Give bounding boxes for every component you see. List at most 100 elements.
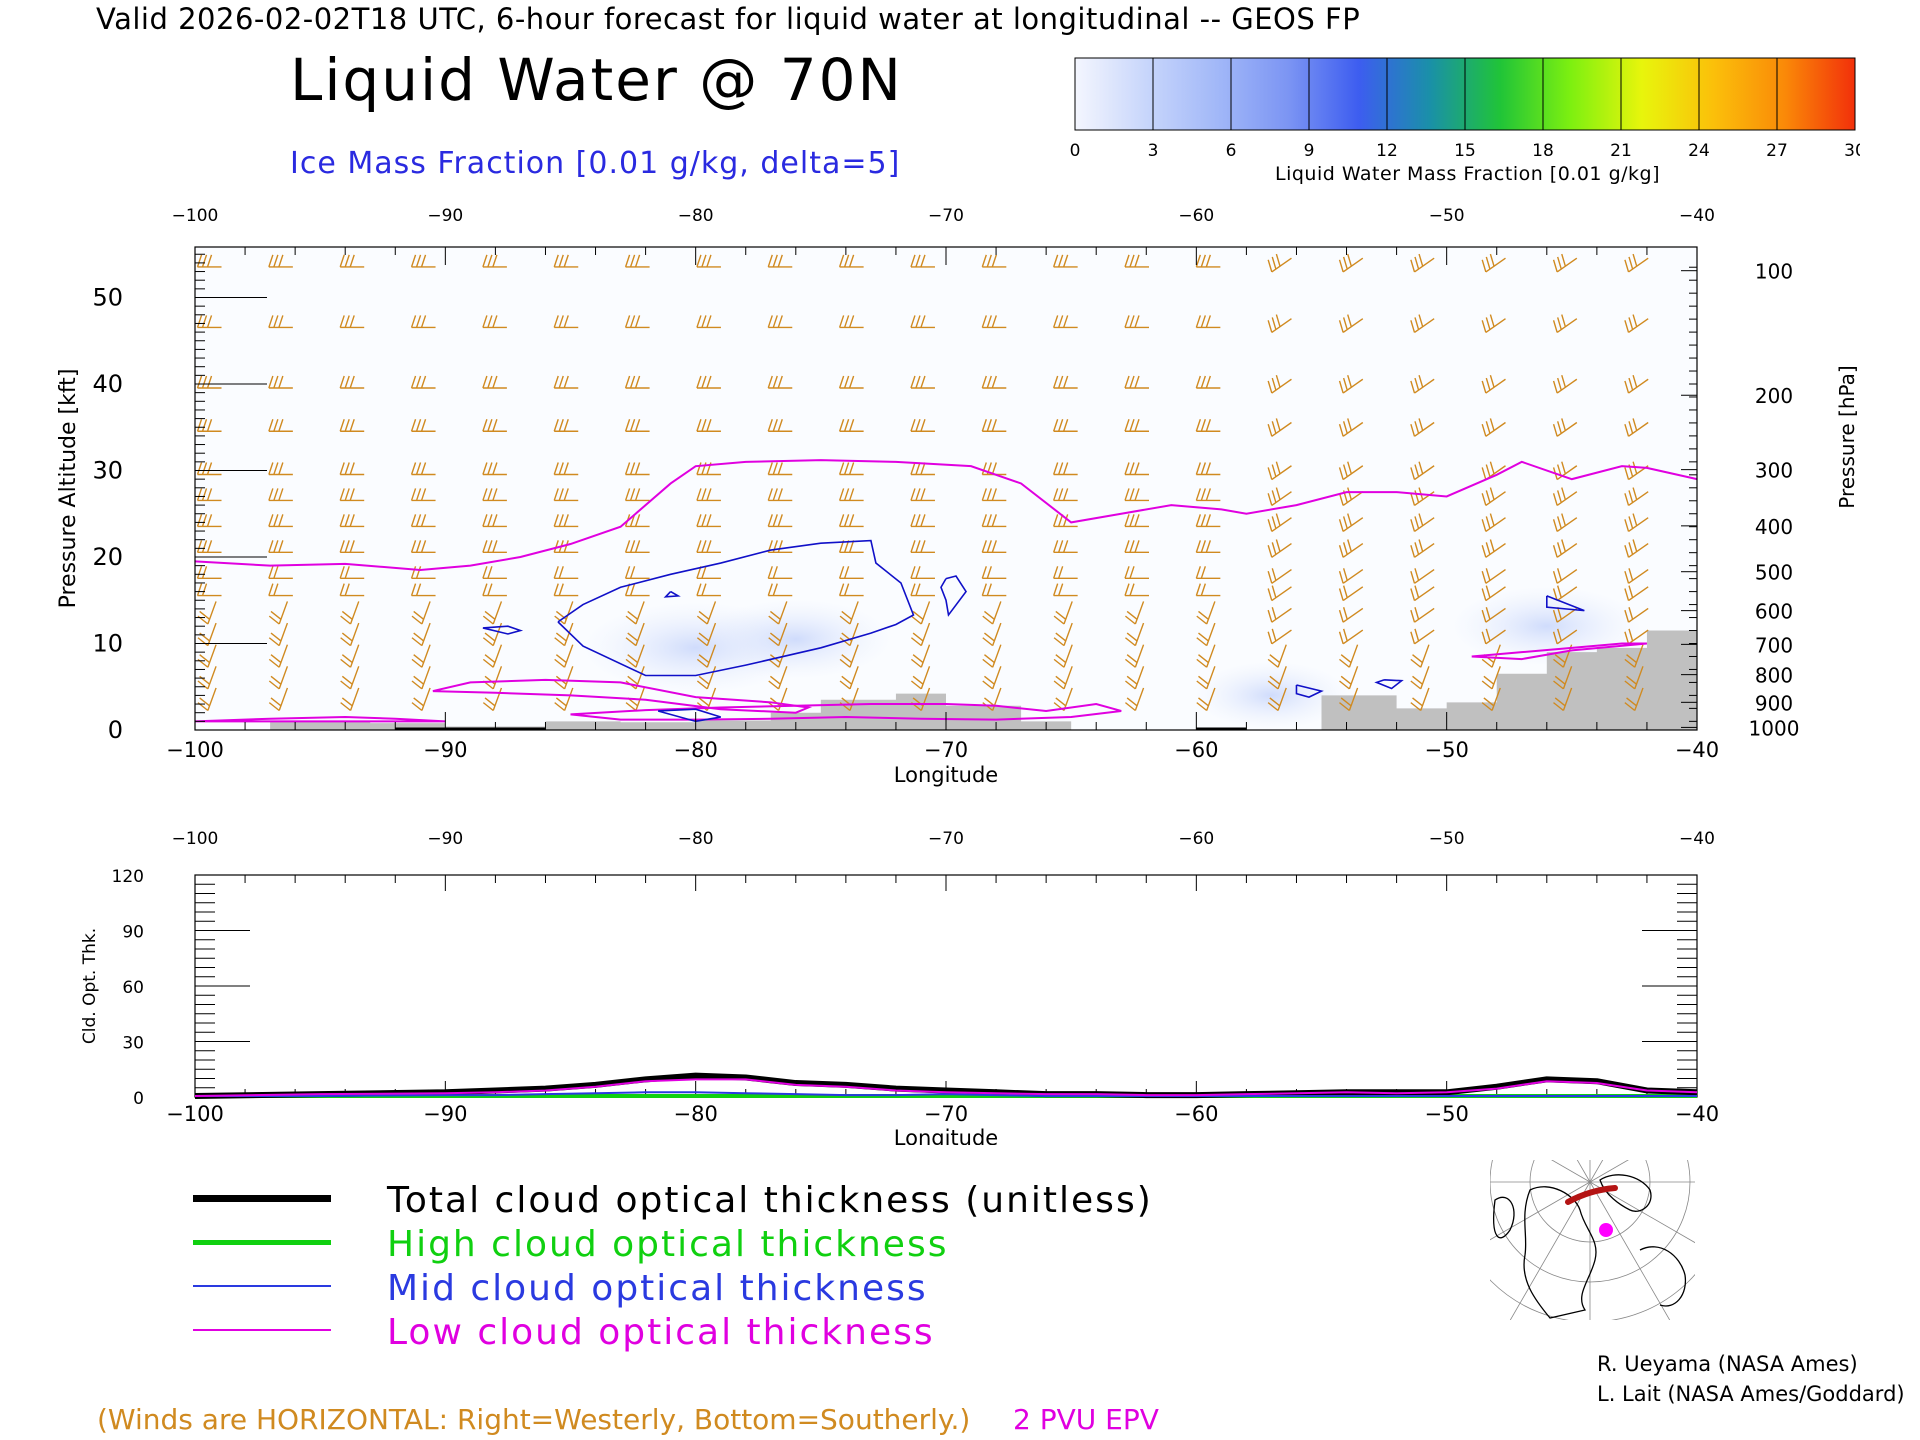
wind-barb-flag: [413, 610, 425, 620]
wind-barb-staff: [1414, 465, 1435, 481]
wind-barb-staff: [1414, 607, 1435, 623]
wind-barb-flag: [912, 610, 924, 620]
wind-barb-staff: [207, 601, 217, 625]
wind-barb-flag: [420, 254, 427, 268]
wind-barb-flag: [1414, 464, 1420, 477]
wind-barb-staff: [1634, 687, 1644, 711]
y-tick-label: 10: [92, 630, 123, 658]
wind-barb-flag: [339, 254, 345, 268]
wind-barb: [1124, 622, 1145, 647]
wind-barb: [838, 462, 864, 476]
wind-barb-staff: [1420, 687, 1430, 711]
wind-barb: [1410, 585, 1435, 602]
wind-barb: [767, 488, 793, 502]
wind-barb-flag: [415, 375, 422, 389]
x-tick-label-top: −50: [1429, 206, 1465, 226]
wind-barb-flag: [767, 583, 773, 596]
wind-barb-staff: [849, 644, 859, 668]
wind-barb-flag: [767, 315, 773, 328]
wind-barb-flag: [767, 462, 773, 475]
wind-barb-flag: [1198, 610, 1209, 620]
wind-barb-staff: [1628, 491, 1649, 507]
map-coastline: [1599, 1174, 1652, 1212]
wind-barb: [767, 375, 793, 389]
wind-barb: [1338, 628, 1364, 645]
wind-barb-flag: [1342, 568, 1348, 581]
wind-barb-flag: [701, 540, 707, 553]
wind-barb: [839, 601, 859, 625]
wind-barb-flag: [1561, 539, 1567, 552]
wind-barb-flag: [1271, 464, 1277, 477]
wind-barb-flag: [627, 610, 639, 620]
wind-barb-flag: [1205, 462, 1212, 475]
wind-barb-flag: [349, 315, 355, 328]
wind-barb: [767, 254, 793, 268]
wind-barb-flag: [1340, 675, 1352, 685]
wind-barb-flag: [341, 697, 353, 707]
wind-barb-flag: [1552, 609, 1558, 623]
wind-barb: [625, 644, 645, 668]
wind-barb: [268, 622, 289, 647]
wind-barb-flag: [1418, 374, 1424, 388]
low-epv-contour: [194, 716, 446, 723]
wind-barb-flag: [492, 419, 498, 432]
winds-note: (Winds are HORIZONTAL: Right=Westerly, B…: [97, 1403, 971, 1436]
wind-barb-staff: [278, 622, 289, 646]
wind-barb: [553, 315, 579, 329]
wind-barb-flag: [1481, 467, 1487, 480]
wind-barb: [1410, 314, 1435, 334]
wind-barb-flag: [487, 566, 493, 579]
colorbar-tick-label: 3: [1148, 141, 1159, 161]
wind-barb-flag: [915, 514, 921, 527]
wind-barb-staff: [1485, 568, 1506, 584]
wind-barb-flag: [920, 375, 926, 389]
wind-barb-staff: [1414, 586, 1435, 602]
wind-barb: [196, 315, 222, 329]
wind-barb-staff: [1342, 607, 1364, 623]
wind-barb-flag: [915, 375, 921, 389]
wind-barb: [981, 540, 1007, 554]
wind-barb-flag: [492, 514, 498, 527]
wind-barb-flag: [1052, 514, 1059, 527]
wind-barb-flag: [270, 697, 282, 707]
wind-barb-staff: [1342, 257, 1364, 273]
wind-barb-flag: [1624, 320, 1630, 333]
wind-barb-flag: [698, 697, 710, 707]
wind-barb-flag: [706, 419, 712, 432]
wind-barb-flag: [1057, 540, 1064, 553]
wind-barb-flag: [1196, 637, 1208, 647]
wind-barb-flag: [553, 375, 559, 389]
legend-swatch: [193, 1240, 331, 1245]
wind-barb-flag: [1410, 320, 1416, 333]
wind-barb-flag: [1196, 680, 1208, 690]
wind-barb-flag: [1556, 516, 1562, 529]
wind-barb-flag: [1126, 675, 1138, 685]
wind-barb-flag: [1124, 375, 1130, 389]
wind-barb: [1624, 487, 1649, 507]
wind-barb: [1124, 666, 1145, 690]
wind-barb-flag: [1124, 680, 1136, 690]
wind-barb: [411, 687, 431, 712]
wind-barb-flag: [1205, 254, 1212, 268]
colorbar-label: Liquid Water Mass Fraction [0.01 g/kg]: [1275, 163, 1661, 185]
wind-barb-flag: [1062, 514, 1069, 527]
wind-barb: [1338, 461, 1364, 481]
wind-barb-flag: [1410, 588, 1416, 601]
wind-barb-staff: [706, 601, 717, 625]
wind-barb-flag: [1481, 609, 1487, 623]
wind-barb: [410, 540, 436, 554]
wind-barb-flag: [411, 615, 423, 625]
wind-barb: [981, 254, 1007, 268]
wind-barb-flag: [273, 514, 279, 527]
wind-barb-flag: [484, 675, 496, 685]
ice-contour: [1374, 679, 1404, 690]
wind-barb-staff: [563, 687, 574, 711]
wind-barb-flag: [339, 566, 345, 579]
x-tick-label-top: −80: [678, 206, 714, 226]
wind-barb: [1195, 419, 1221, 432]
wind-barb: [410, 566, 436, 579]
wind-barb: [768, 601, 788, 625]
x-tick-label-top: −100: [172, 206, 219, 226]
wind-barb-flag: [1624, 259, 1630, 273]
wind-barb-flag: [278, 254, 284, 268]
